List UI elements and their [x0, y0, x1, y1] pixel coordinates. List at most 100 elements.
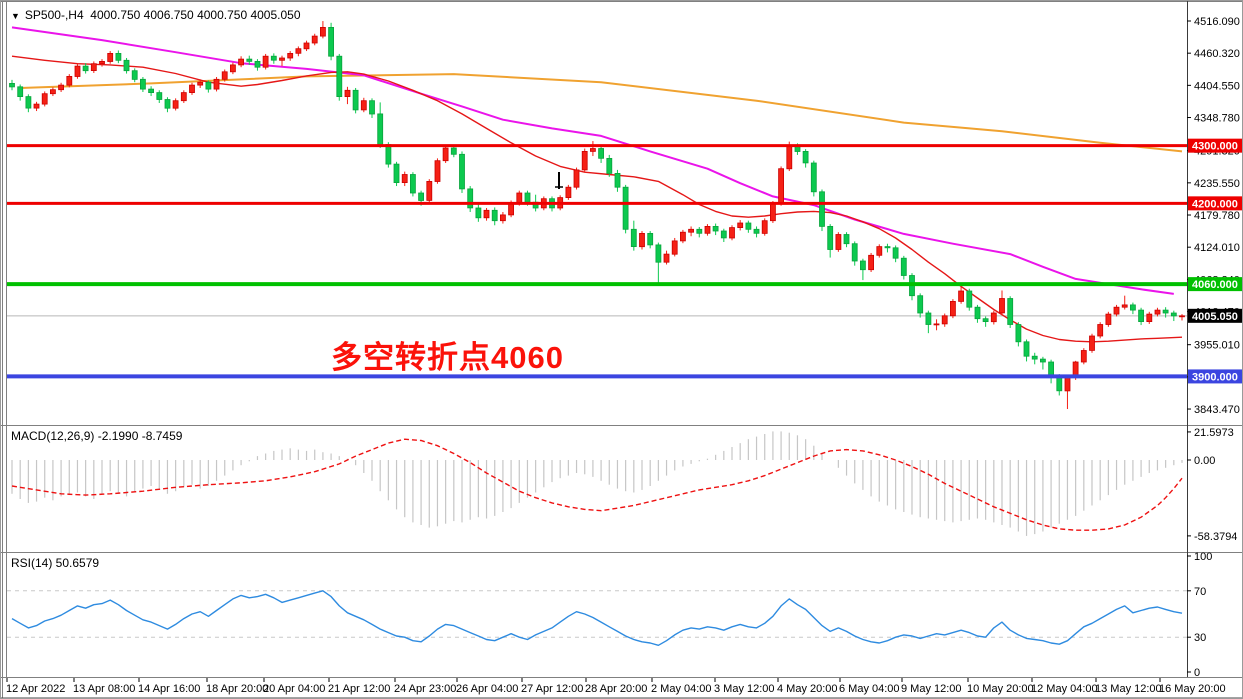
candle-body	[1007, 298, 1014, 325]
ma-fast-line	[11, 55, 1183, 343]
candle-body	[688, 228, 694, 233]
price-axis-label: 4516.090	[1194, 16, 1240, 28]
time-axis-label[interactable]: 13 Apr 08:00	[73, 683, 135, 695]
time-axis-label[interactable]: 3 May 12:00	[714, 683, 775, 695]
time-axis-label[interactable]: 6 May 04:00	[839, 683, 900, 695]
candle-body	[344, 89, 351, 98]
candle-body	[1040, 358, 1046, 363]
candle-body	[950, 300, 956, 317]
candle-body	[246, 58, 253, 62]
candle-body	[238, 58, 245, 66]
time-axis-label[interactable]: 27 Apr 12:00	[521, 683, 583, 695]
candle-body	[868, 254, 874, 271]
candle-body	[131, 70, 138, 80]
candle-body	[189, 84, 195, 93]
candle-body	[860, 260, 866, 271]
time-axis-label[interactable]: 12 Apr 2022	[6, 683, 65, 695]
time-axis-label[interactable]: 14 Apr 16:00	[138, 683, 200, 695]
candle-body	[1121, 304, 1128, 308]
candle-body	[377, 113, 384, 145]
candle-body	[729, 227, 735, 239]
macd-signal-line	[11, 438, 1183, 531]
candle-body	[66, 76, 73, 86]
time-axis-label[interactable]: 9 May 12:00	[901, 683, 962, 695]
candle-body	[745, 222, 752, 230]
candle-body	[720, 230, 727, 239]
time-axis-label[interactable]: 13 May 12:00	[1095, 683, 1162, 695]
candle-body	[295, 48, 302, 54]
time-axis-label[interactable]: 26 Apr 04:00	[456, 683, 518, 695]
price-axis-label: 4124.010	[1194, 242, 1240, 254]
candle-body	[229, 64, 236, 73]
price-badge	[1188, 308, 1242, 323]
time-axis-label[interactable]: 24 Apr 23:00	[394, 683, 456, 695]
time-axis-label[interactable]: 4 May 20:00	[777, 683, 838, 695]
candle-body	[999, 298, 1005, 314]
candle-body	[598, 148, 604, 159]
candle-body	[647, 232, 654, 246]
price-axis-label: 4404.550	[1194, 80, 1240, 92]
time-axis-label[interactable]: 10 May 20:00	[967, 683, 1034, 695]
time-axis-label[interactable]: 2 May 04:00	[651, 683, 712, 695]
candle-body	[966, 290, 973, 308]
candle-body	[41, 93, 48, 105]
price-axis-label: 4460.320	[1194, 48, 1240, 60]
candle-body	[884, 246, 891, 249]
candle-body	[319, 26, 326, 37]
rsi-line	[11, 590, 1183, 646]
time-axis-label[interactable]: 28 Apr 20:00	[585, 683, 647, 695]
candle-body	[467, 188, 474, 209]
rsi-scale-label: 30	[1194, 632, 1206, 644]
text-annotation[interactable]: 多空转折点4060	[331, 340, 564, 375]
candle-body	[107, 53, 114, 62]
candle-body	[655, 244, 662, 263]
time-axis-label[interactable]: 18 Apr 20:00	[206, 683, 268, 695]
candle-body	[279, 57, 285, 61]
candle-body	[827, 225, 834, 250]
candle-body	[770, 202, 776, 222]
rsi-indicator-label: RSI(14) 50.6579	[11, 556, 100, 570]
candle-body	[1170, 312, 1177, 317]
time-axis-label[interactable]: 16 May 20:00	[1159, 683, 1226, 695]
price-axis-label: 4348.780	[1194, 113, 1240, 125]
candle-body	[581, 150, 588, 171]
candle-body	[1138, 309, 1144, 323]
price-axis-label: 3843.470	[1194, 404, 1240, 416]
triangle-down-icon[interactable]: ▼	[11, 11, 20, 21]
candle-body	[933, 323, 940, 326]
candle-body	[475, 207, 482, 219]
candle-body	[639, 232, 645, 248]
candle-body	[139, 78, 146, 90]
candle-body	[148, 88, 155, 93]
candle-body	[164, 99, 171, 109]
candle-body	[925, 312, 932, 325]
candle-body	[1113, 306, 1120, 315]
candle-body	[82, 65, 89, 72]
candle-body	[835, 234, 842, 250]
time-axis-label[interactable]: 20 Apr 04:00	[263, 683, 325, 695]
price-axis-label: 4179.780	[1194, 210, 1240, 222]
candle-body	[409, 174, 416, 194]
price-badge-label: 4300.000	[1192, 141, 1238, 153]
candle-body	[385, 144, 392, 165]
macd-scale-label: 0.00	[1194, 455, 1215, 467]
candle-body	[819, 191, 825, 227]
candle-body	[336, 55, 343, 98]
candle-body	[123, 59, 130, 72]
candle-body	[180, 92, 187, 102]
price-badge	[1188, 196, 1242, 211]
candle-body	[941, 315, 948, 325]
candle-body	[213, 78, 220, 90]
candle-body	[1097, 324, 1104, 337]
candle-body	[311, 35, 318, 44]
candle-body	[1031, 355, 1038, 360]
candle-body	[450, 147, 457, 155]
time-axis-label[interactable]: 12 May 04:00	[1031, 683, 1098, 695]
time-axis-label[interactable]: 21 Apr 12:00	[328, 683, 390, 695]
candle-body	[900, 257, 907, 276]
candle-body	[663, 253, 670, 263]
price-badge	[1188, 277, 1242, 292]
candle-body	[712, 225, 719, 232]
candle-body	[156, 92, 163, 100]
